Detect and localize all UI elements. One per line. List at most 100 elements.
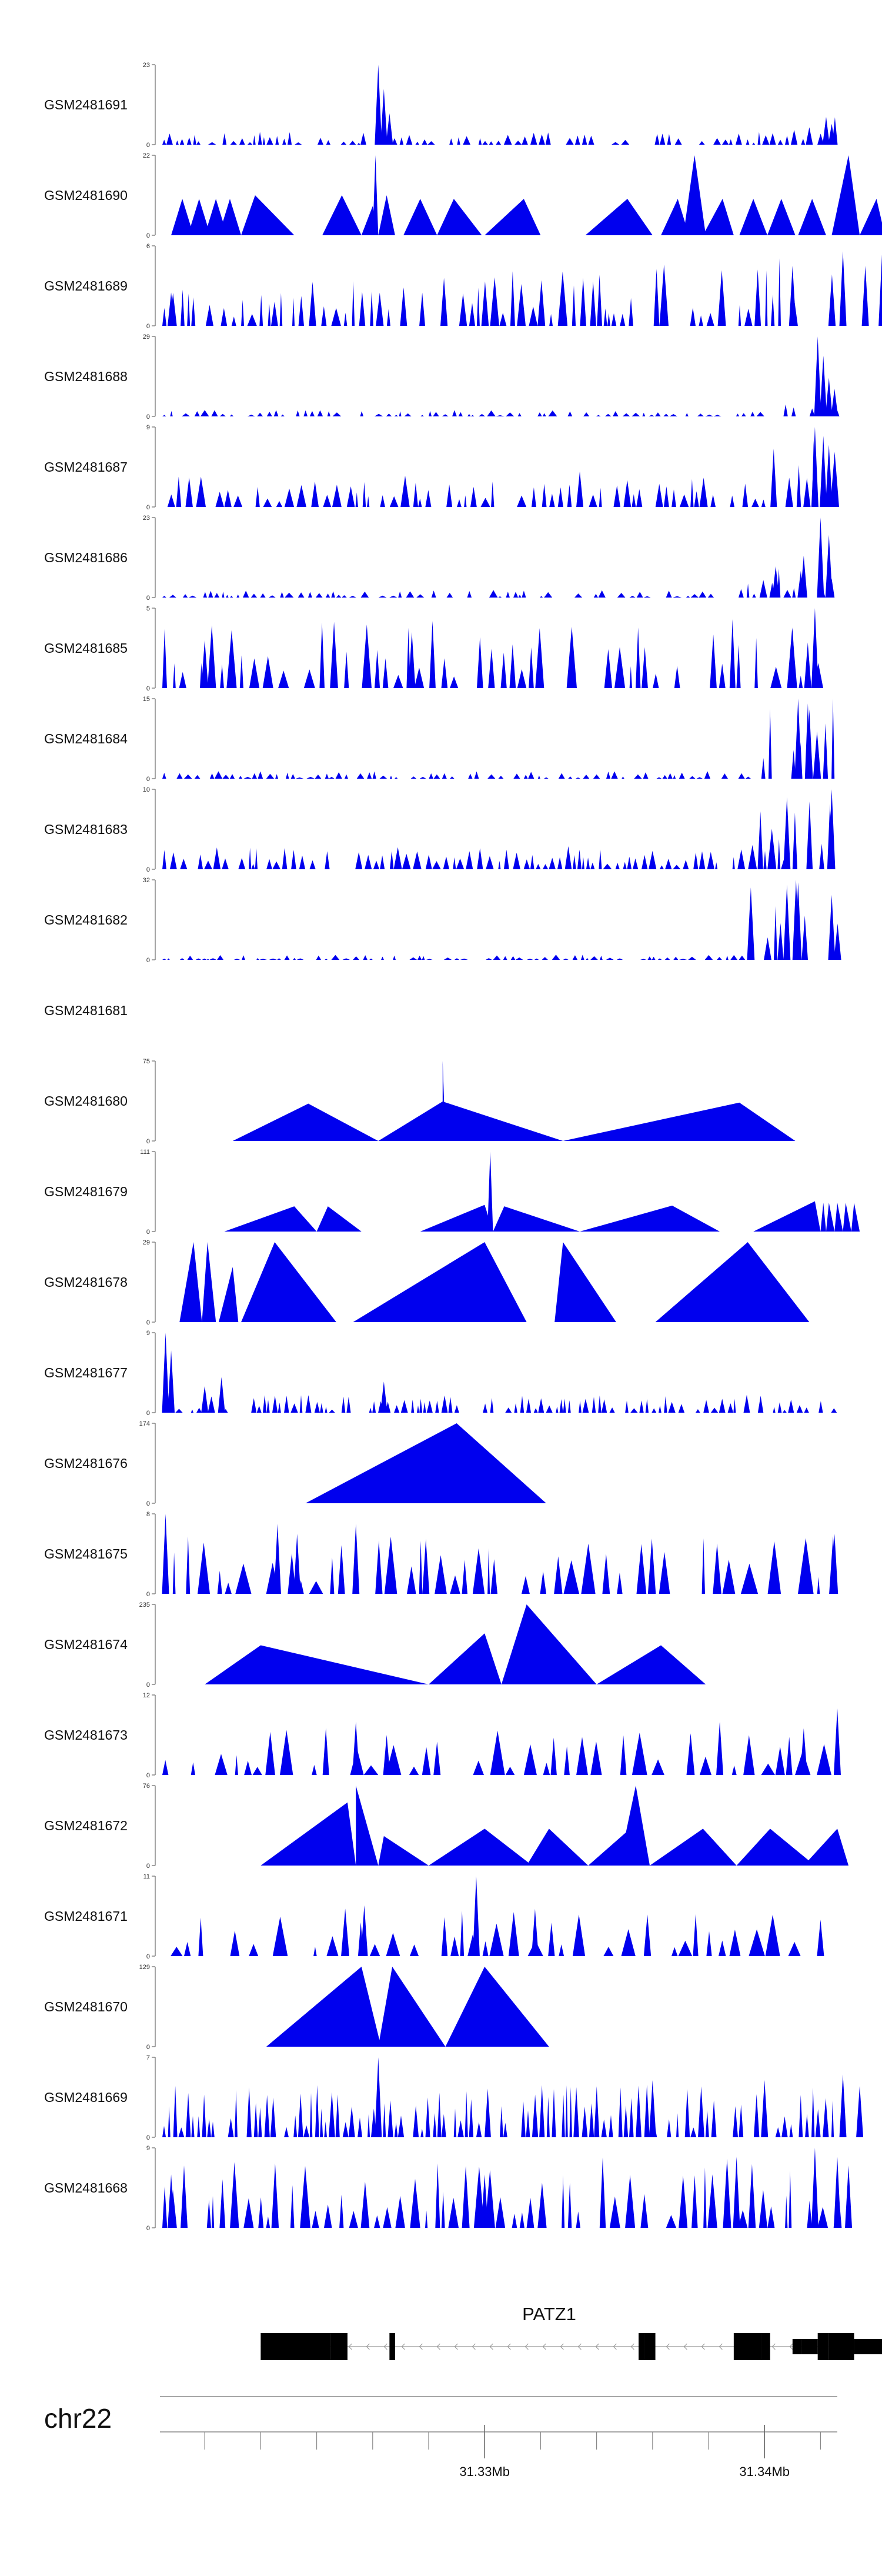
exon-block — [854, 2339, 882, 2354]
exon-block — [792, 2339, 801, 2354]
track-label: GSM2481684 — [44, 731, 128, 746]
coverage-peak — [828, 124, 836, 145]
track-GSM2481678: GSM2481678 29 0 — [44, 1239, 810, 1326]
coverage-peak — [822, 116, 830, 145]
coverage-peak — [831, 1534, 838, 1594]
coverage-peak — [493, 1206, 580, 1232]
coverage-area — [160, 2157, 842, 2228]
coverage-peak — [828, 895, 836, 960]
coverage-peak — [806, 709, 813, 779]
coverage-peak — [501, 1604, 597, 1684]
coverage-peak — [834, 1708, 841, 1775]
coverage-peak — [437, 199, 482, 235]
coverage-peak — [202, 1242, 216, 1322]
exon-block — [733, 2333, 762, 2360]
track-GSM2481688: GSM2481688 29 0 — [44, 333, 840, 421]
y-min-label: 0 — [146, 1591, 150, 1598]
coverage-peak — [794, 699, 802, 779]
y-min-label: 0 — [146, 1138, 150, 1145]
track-GSM2481671: GSM2481671 11 0 — [44, 1873, 837, 1960]
axis-tick-label: 31.34Mb — [739, 2464, 790, 2479]
strand-arrow — [366, 2343, 370, 2350]
coverage-area — [160, 441, 839, 507]
track-GSM2481683: GSM2481683 10 0 — [44, 786, 837, 873]
coverage-area — [160, 801, 837, 869]
coverage-peak — [378, 1101, 563, 1141]
track-GSM2481673: GSM2481673 12 0 — [44, 1692, 841, 1779]
exon-block — [389, 2333, 395, 2360]
exon-block — [828, 2333, 854, 2360]
track-label: GSM2481678 — [44, 1274, 128, 1290]
coverage-peak — [472, 1876, 480, 1956]
coverage-peak — [655, 1242, 810, 1322]
coverage-peak — [783, 797, 791, 869]
strand-arrow — [524, 2343, 529, 2350]
track-label: GSM2481674 — [44, 1637, 128, 1652]
coverage-peak — [798, 199, 826, 235]
y-max-label: 10 — [143, 786, 150, 793]
coverage-peak — [820, 436, 827, 507]
coverage-peak — [433, 1741, 441, 1775]
track-GSM2481685: GSM2481685 5 0 — [44, 605, 837, 692]
coverage-area — [160, 2084, 837, 2137]
coverage-peak — [408, 632, 416, 688]
track-label: GSM2481688 — [44, 369, 128, 384]
coverage-peak — [386, 113, 393, 145]
track-label: GSM2481668 — [44, 2180, 128, 2195]
coverage-peak — [878, 254, 882, 326]
coverage-area — [160, 1908, 837, 1956]
coverage-peak — [834, 2157, 841, 2228]
track-GSM2481679: GSM2481679 111 0 — [44, 1149, 860, 1236]
coverage-peak — [554, 1242, 616, 1322]
y-max-label: 23 — [143, 515, 150, 522]
coverage-peak — [806, 127, 813, 145]
coverage-peak — [580, 1205, 720, 1232]
coverage-peak — [360, 1905, 368, 1956]
coverage-peak — [352, 1721, 360, 1775]
strand-arrow — [348, 2343, 352, 2350]
coverage-peak — [422, 1539, 430, 1594]
coverage-peak — [352, 1524, 360, 1594]
track-label: GSM2481691 — [44, 97, 128, 112]
chromosome-label: chr22 — [44, 2403, 112, 2434]
y-min-label: 0 — [146, 323, 150, 330]
coverage-area — [160, 1728, 837, 1775]
coverage-peak — [856, 2086, 864, 2137]
coverage-peak — [811, 2148, 818, 2228]
coverage-area — [160, 1536, 837, 1594]
strand-arrow — [577, 2343, 582, 2350]
coverage-peak — [481, 2174, 489, 2228]
exon-block — [761, 2333, 770, 2360]
coverage-peak — [811, 608, 818, 688]
coverage-peak — [162, 1514, 169, 1594]
track-GSM2481675: GSM2481675 8 0 — [44, 1511, 838, 1598]
coverage-peak — [201, 1386, 209, 1413]
y-max-label: 5 — [146, 605, 150, 612]
coverage-peak — [241, 1242, 336, 1322]
y-max-label: 235 — [139, 1601, 150, 1609]
coverage-area — [160, 619, 837, 688]
y-max-label: 11 — [143, 1873, 150, 1880]
coverage-peak — [585, 199, 653, 235]
y-min-label: 0 — [146, 1772, 150, 1779]
y-min-label: 0 — [146, 504, 150, 511]
strand-arrow — [595, 2343, 599, 2350]
track-GSM2481681: GSM2481681 — [44, 1003, 128, 1018]
coverage-peak — [372, 155, 379, 235]
coverage-peak — [316, 1206, 362, 1232]
coverage-peak — [232, 1103, 379, 1141]
strand-arrow — [401, 2343, 405, 2350]
track-GSM2481689: GSM2481689 6 0 — [44, 243, 882, 330]
coverage-peak — [531, 1908, 539, 1956]
track-label: GSM2481689 — [44, 278, 128, 293]
y-min-label: 0 — [146, 1681, 150, 1689]
gene-model-track: PATZ1 — [260, 2304, 882, 2360]
coverage-peak — [820, 1202, 826, 1232]
coverage-peak — [789, 627, 796, 688]
strand-arrow — [383, 2343, 387, 2350]
exon-block — [644, 2333, 656, 2360]
coverage-peak — [266, 1967, 382, 2047]
y-min-label: 0 — [146, 2225, 150, 2232]
coverage-peak — [794, 882, 802, 960]
track-label: GSM2481686 — [44, 550, 128, 565]
